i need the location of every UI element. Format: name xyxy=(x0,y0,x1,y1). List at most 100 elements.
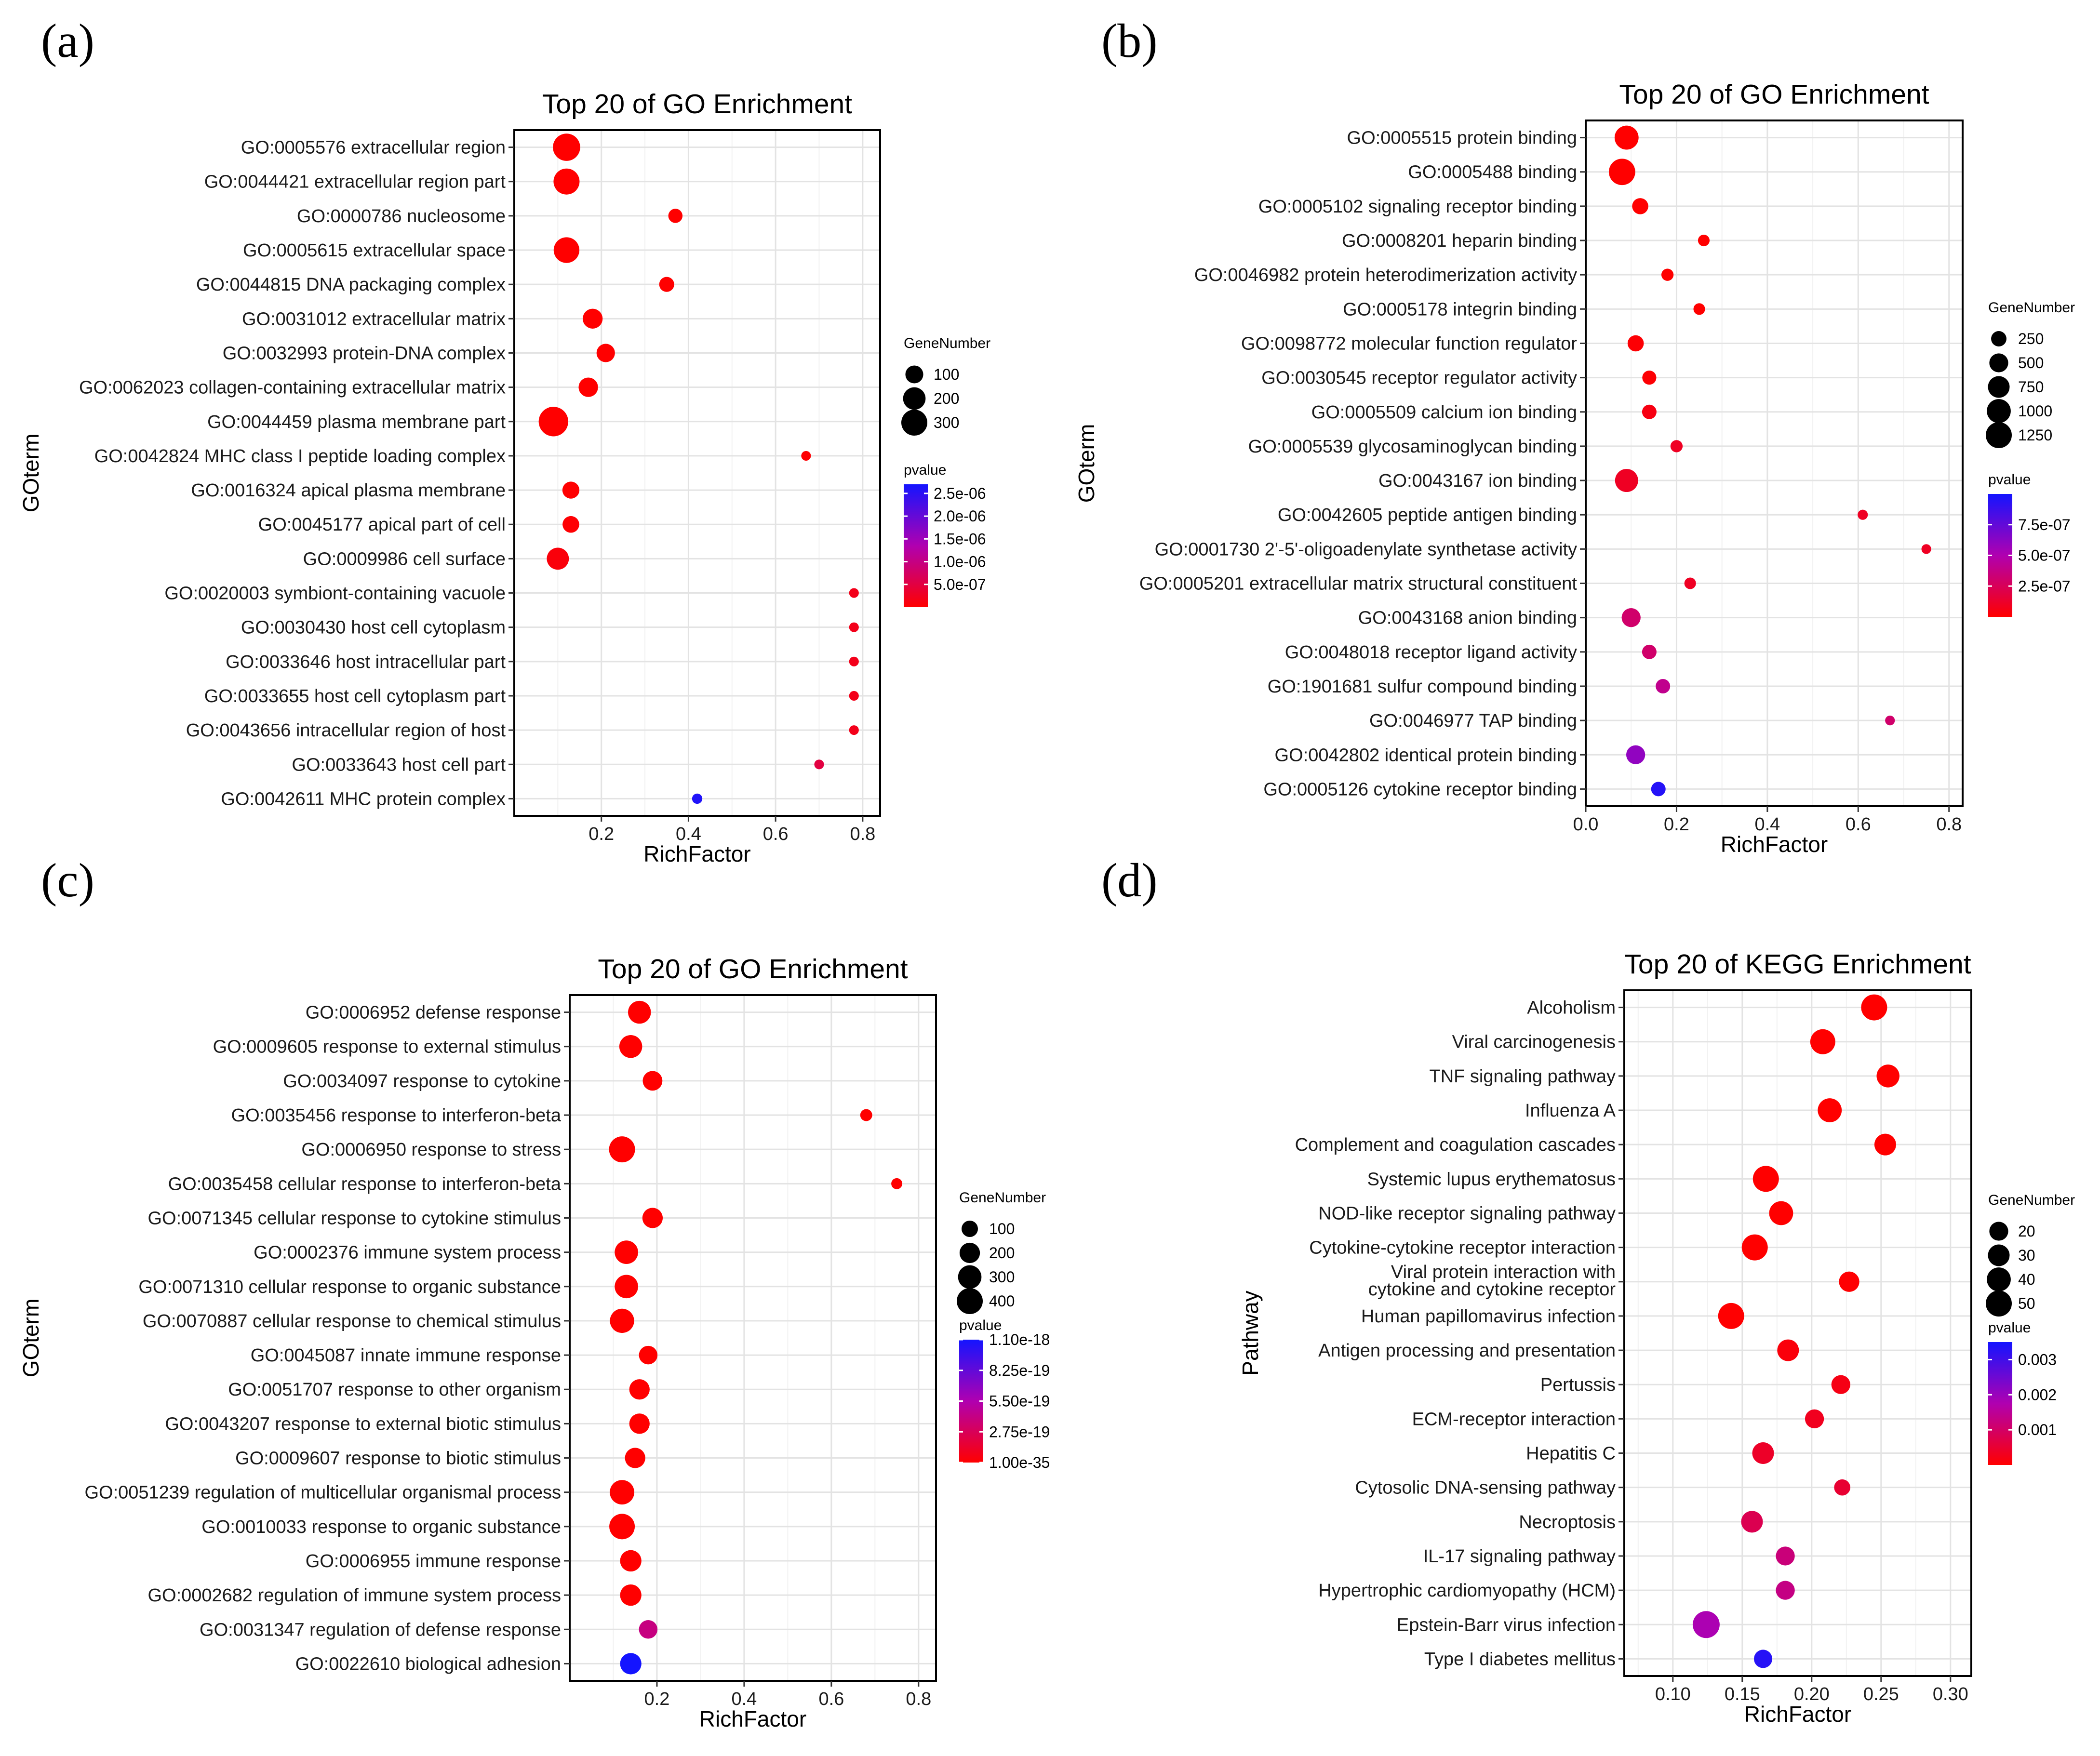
data-point xyxy=(620,1653,642,1675)
color-legend-label: 1.00e-35 xyxy=(989,1454,1050,1471)
y-tick-label: GO:0009607 response to biotic stimulus xyxy=(235,1449,561,1469)
x-axis-title: RichFactor xyxy=(1744,1702,1851,1727)
size-legend-dot xyxy=(1989,353,2008,372)
y-tick-label: Epstein-Barr virus infection xyxy=(1397,1615,1616,1635)
color-legend-title: pvalue xyxy=(1988,472,2031,488)
data-point xyxy=(1692,1611,1720,1638)
y-tick-label: GO:0071310 cellular response to organic … xyxy=(138,1277,561,1297)
panel-c: (c) Top 20 of GO Enrichment 0.2 0.4 0.6 0.8 Ri… xyxy=(18,853,1050,1731)
data-point xyxy=(668,209,683,223)
size-legend-dot xyxy=(1986,422,2012,448)
data-point xyxy=(619,1035,642,1058)
y-tick-label: Hepatitis C xyxy=(1526,1444,1616,1464)
data-point xyxy=(1651,782,1666,797)
y-tick-label: GO:0020003 symbiont-containing vacuole xyxy=(164,584,506,604)
data-point xyxy=(1608,159,1635,186)
y-axis-title: GOterm xyxy=(18,434,43,513)
y-tick-label: IL-17 signaling pathway xyxy=(1423,1546,1616,1567)
size-legend-dot xyxy=(957,1288,983,1314)
data-point xyxy=(1874,1133,1896,1156)
y-tick-label: GO:0006955 immune response xyxy=(306,1551,561,1571)
color-legend-label: 2.5e-06 xyxy=(934,485,986,502)
data-point xyxy=(1642,644,1657,659)
y-tick-label: Viral protein interaction with cytokine a… xyxy=(1368,1262,1616,1300)
data-point xyxy=(1839,1271,1859,1292)
data-point xyxy=(1805,1409,1824,1429)
data-point xyxy=(849,725,859,735)
x-tick-label: 0.2 xyxy=(644,1689,670,1709)
y-tick-label: NOD-like receptor signaling pathway xyxy=(1318,1203,1616,1224)
data-point xyxy=(1698,234,1710,247)
color-legend-label: 5.0e-07 xyxy=(934,576,986,593)
panel-a: (a) Top 20 of GO Enrichment 0.2 0.4 0.6 0.8 Ri… xyxy=(18,14,990,866)
y-tick-label: GO:0062023 collagen-containing extracell… xyxy=(79,378,506,398)
y-tick-label: Alcoholism xyxy=(1527,998,1616,1018)
data-point xyxy=(1621,608,1641,627)
data-point xyxy=(582,308,603,329)
chart-title: Top 20 of GO Enrichment xyxy=(1619,79,1929,110)
plot-area xyxy=(1624,990,1971,1676)
y-tick-label: GO:0043167 ion binding xyxy=(1378,471,1577,491)
size-legend-dot xyxy=(1987,1267,2011,1291)
y-tick-label: Influenza A xyxy=(1525,1101,1616,1121)
y-tick-label: GO:0035458 cellular response to interfer… xyxy=(168,1174,562,1194)
color-legend-label: 1.0e-06 xyxy=(934,553,986,571)
size-legend-dot xyxy=(959,1242,980,1264)
size-legend-dot xyxy=(1988,1244,2010,1266)
chart-title: Top 20 of GO Enrichment xyxy=(542,89,852,120)
data-point xyxy=(620,1550,642,1572)
data-point xyxy=(860,1109,872,1121)
size-legend-label: 20 xyxy=(2018,1223,2035,1240)
data-point xyxy=(562,516,579,533)
data-point xyxy=(1632,198,1648,214)
data-point xyxy=(553,168,580,195)
panel-letter: (d) xyxy=(1101,853,1158,907)
y-tick-label: GO:0042824 MHC class I peptide loading c… xyxy=(94,446,506,466)
x-tick-label: 0.4 xyxy=(676,824,701,844)
size-legend-dot xyxy=(903,387,926,410)
color-legend-label: 1.10e-18 xyxy=(989,1331,1050,1348)
x-tick-label: 0.8 xyxy=(906,1689,931,1709)
data-point xyxy=(1684,577,1696,589)
y-tick-label: GO:0035456 response to interferon-beta xyxy=(231,1105,562,1126)
plot-frame xyxy=(1623,989,1972,1677)
y-tick-label: GO:0005615 extracellular space xyxy=(243,240,506,261)
data-point xyxy=(609,1514,635,1540)
y-tick-label: GO:0009605 response to external stimulus xyxy=(213,1037,561,1057)
x-tick-label: 0.10 xyxy=(1655,1684,1691,1704)
x-tick-label: 0.20 xyxy=(1794,1684,1830,1704)
data-point xyxy=(1693,303,1705,315)
data-point xyxy=(553,237,580,263)
y-tick-label: GO:0042611 MHC protein complex xyxy=(221,789,506,809)
y-tick-label: GO:0005515 protein binding xyxy=(1347,128,1577,148)
data-point xyxy=(692,793,703,804)
y-tick-label: GO:0048018 receptor ligand activity xyxy=(1285,642,1577,663)
y-tick-label: TNF signaling pathway xyxy=(1429,1066,1616,1087)
data-point xyxy=(1642,404,1657,419)
size-legend-dot xyxy=(1989,1222,2008,1241)
size-legend-dot xyxy=(1988,376,2010,398)
color-legend-label: 8.25e-19 xyxy=(989,1362,1050,1379)
y-tick-label: GO:0098772 molecular function regulator xyxy=(1241,333,1577,354)
y-tick-label: GO:0042605 peptide antigen binding xyxy=(1278,505,1577,525)
data-point xyxy=(615,1240,638,1264)
data-point xyxy=(1670,440,1683,452)
x-tick-label: 0.2 xyxy=(589,824,614,844)
x-tick-label: 0.15 xyxy=(1725,1684,1760,1704)
x-tick-label: 0.8 xyxy=(850,824,875,844)
data-point xyxy=(639,1620,658,1639)
x-tick-label: 0.0 xyxy=(1573,814,1599,835)
size-legend-dot xyxy=(962,1221,978,1237)
panel-d: (d) Top 20 of KEGG Enrichment 0.10 0.15 0.20… xyxy=(1101,853,2075,1727)
data-point xyxy=(625,1448,645,1468)
data-point xyxy=(1741,1234,1768,1261)
size-legend-dot xyxy=(1986,1290,2012,1317)
y-tick-label: Cytosolic DNA-sensing pathway xyxy=(1355,1478,1616,1498)
y-tick-label: GO:0046977 TAP binding xyxy=(1369,711,1577,731)
data-point xyxy=(1818,1098,1842,1122)
y-tick-label: GO:0006950 response to stress xyxy=(301,1140,561,1160)
data-point xyxy=(1810,1029,1835,1054)
color-legend-label: 5.0e-07 xyxy=(2018,547,2071,564)
x-tick-label: 0.6 xyxy=(1846,814,1871,835)
